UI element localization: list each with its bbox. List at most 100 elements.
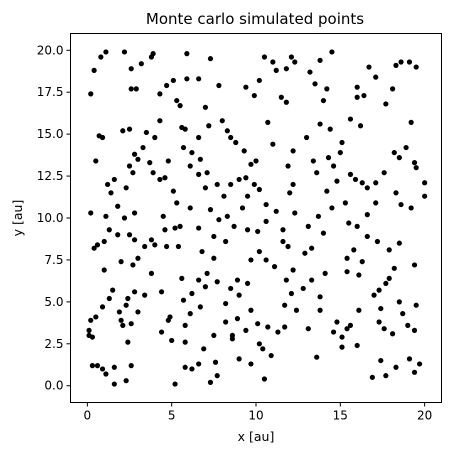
data-point <box>352 176 359 183</box>
data-point <box>248 307 254 313</box>
data-point <box>309 245 315 251</box>
data-point <box>125 295 131 302</box>
data-point <box>364 233 370 240</box>
data-point <box>411 369 418 375</box>
data-point <box>251 92 257 99</box>
data-point <box>292 59 298 65</box>
data-point <box>150 51 156 57</box>
data-point <box>327 126 333 132</box>
data-point <box>398 59 404 65</box>
data-point <box>196 76 202 82</box>
y-tick-label: 20.0 <box>37 43 64 57</box>
data-point <box>256 341 262 347</box>
data-point <box>396 155 402 161</box>
data-point <box>91 245 97 251</box>
data-point <box>309 277 315 283</box>
data-point <box>111 364 117 370</box>
data-point <box>303 134 310 141</box>
data-point <box>290 148 296 154</box>
data-point <box>131 289 138 295</box>
data-point <box>233 139 239 146</box>
data-point <box>180 297 187 303</box>
data-point <box>342 200 348 206</box>
data-point <box>99 304 106 310</box>
data-point <box>93 158 99 164</box>
data-point <box>202 104 209 110</box>
data-point <box>361 92 367 99</box>
data-point <box>228 134 234 141</box>
data-point <box>189 290 195 297</box>
data-point <box>263 201 269 208</box>
data-point <box>273 67 279 73</box>
data-point <box>103 213 109 219</box>
data-point <box>356 307 362 313</box>
data-point <box>312 81 318 87</box>
data-point <box>334 178 340 184</box>
data-point <box>172 225 178 231</box>
data-point <box>123 302 129 308</box>
data-point <box>216 217 222 223</box>
data-point <box>223 319 229 325</box>
data-point <box>158 329 165 335</box>
data-point <box>275 329 281 335</box>
y-tick-label: 12.5 <box>37 169 64 183</box>
data-point <box>164 82 170 89</box>
data-point <box>214 279 220 285</box>
data-point <box>317 294 323 300</box>
data-point <box>320 230 327 236</box>
data-point <box>243 175 249 181</box>
data-point <box>346 220 352 226</box>
data-point <box>152 242 158 248</box>
data-point <box>344 269 350 275</box>
data-point <box>314 354 320 360</box>
data-point <box>255 321 261 327</box>
data-point <box>416 361 423 367</box>
y-tick-label: 0.0 <box>44 379 63 393</box>
data-point <box>283 66 289 72</box>
data-point <box>189 149 195 156</box>
data-point <box>170 77 176 84</box>
data-point <box>253 158 259 164</box>
data-point <box>148 237 155 243</box>
data-point <box>393 190 399 196</box>
data-point <box>131 210 138 216</box>
data-point <box>334 319 340 325</box>
data-point <box>322 270 328 276</box>
data-point <box>196 361 202 367</box>
data-point <box>320 97 327 104</box>
data-point <box>115 232 121 238</box>
data-point <box>288 290 295 297</box>
data-point <box>357 123 364 129</box>
data-point <box>282 324 288 330</box>
data-point <box>263 218 269 224</box>
data-point <box>196 134 202 141</box>
data-point <box>236 356 242 362</box>
data-point <box>169 337 175 344</box>
data-point <box>339 344 345 350</box>
data-point <box>116 309 122 315</box>
data-point <box>118 259 124 265</box>
chart-title: Monte carlo simulated points <box>146 10 364 28</box>
data-point <box>219 118 225 124</box>
data-point <box>121 215 128 221</box>
y-ticks: 0.0 2.5 5.0 7.5 10.0 12.5 15.0 17.5 20.0 <box>37 43 71 393</box>
data-point <box>347 322 354 328</box>
data-point <box>196 171 202 177</box>
data-point <box>422 193 428 199</box>
data-point <box>197 304 203 310</box>
data-points <box>86 49 428 387</box>
data-point <box>94 242 101 248</box>
data-point <box>158 289 165 295</box>
data-point <box>196 225 202 231</box>
data-point <box>364 212 370 218</box>
data-point <box>383 280 389 287</box>
data-point <box>307 69 313 75</box>
data-point <box>406 356 413 362</box>
data-point <box>135 255 141 261</box>
data-point <box>174 97 180 104</box>
data-point <box>165 158 171 164</box>
data-point <box>351 247 357 253</box>
data-point <box>207 56 214 62</box>
data-point <box>373 180 379 186</box>
data-point <box>293 307 300 313</box>
